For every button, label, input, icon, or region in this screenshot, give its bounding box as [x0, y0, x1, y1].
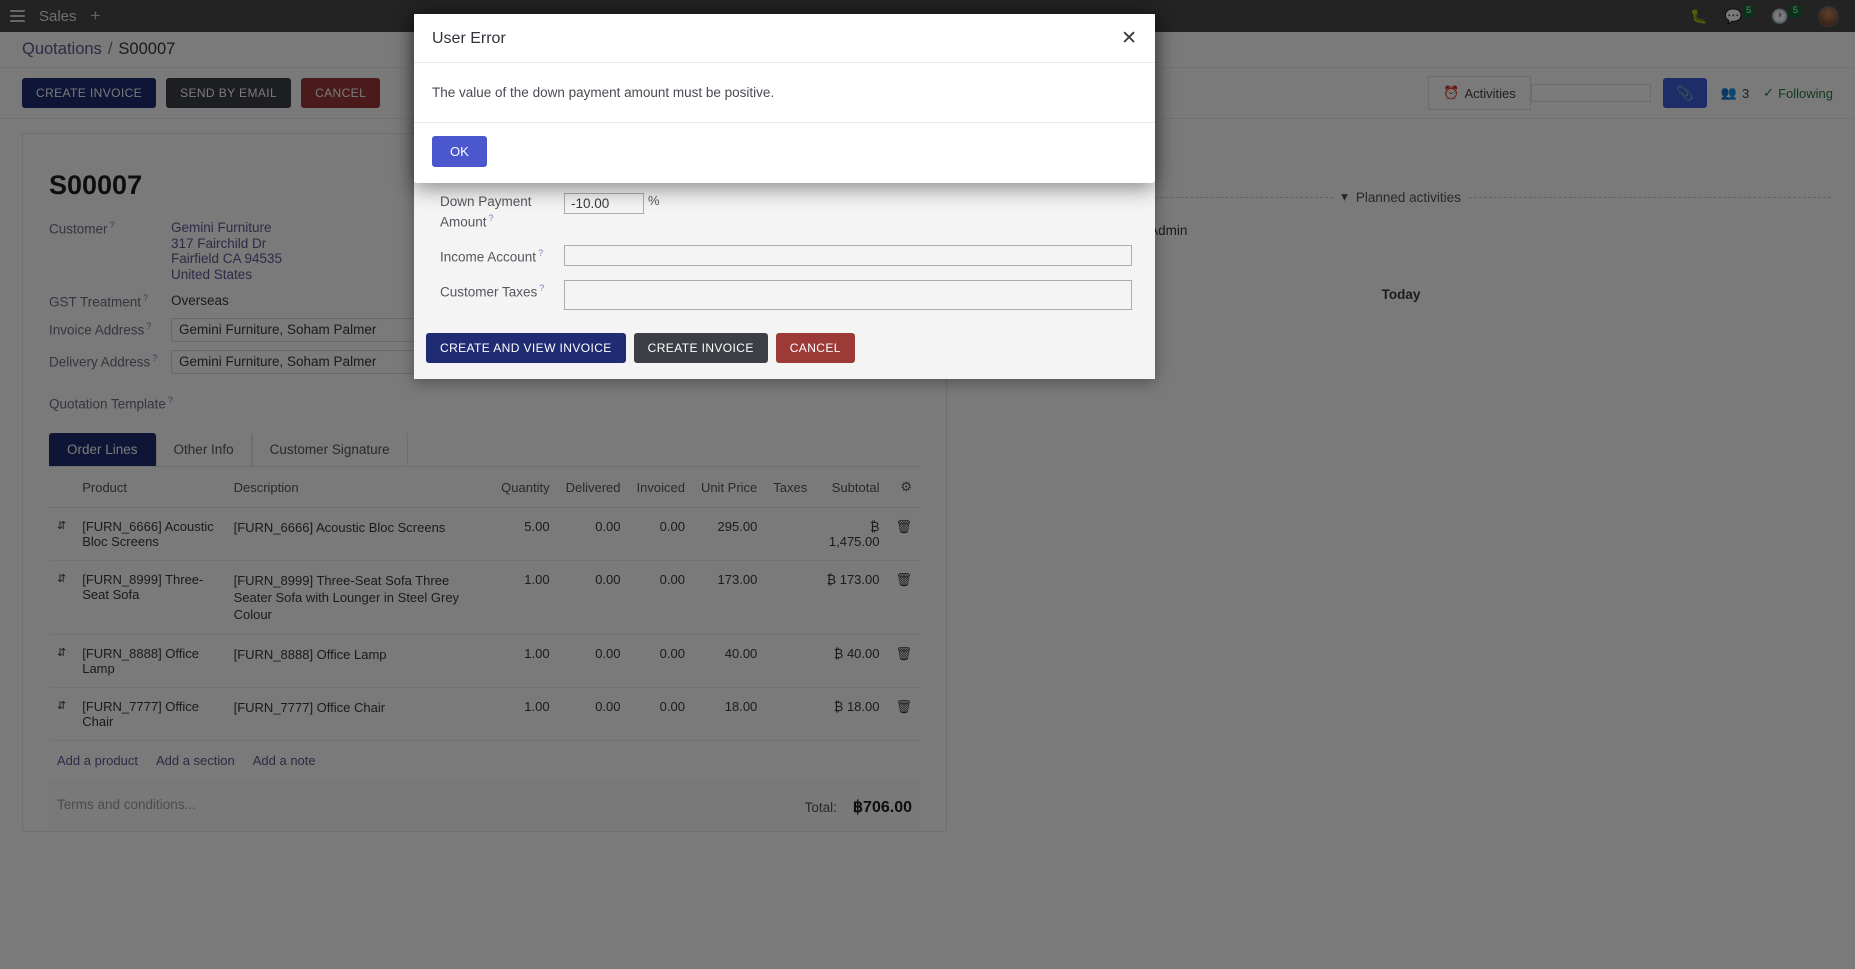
field-customer-taxes: Customer Taxes?: [414, 279, 1155, 310]
down-payment-amount-input[interactable]: -10.00: [564, 193, 644, 214]
percent-suffix: %: [648, 193, 660, 208]
ok-button[interactable]: OK: [432, 136, 487, 167]
dialog-message: The value of the down payment amount mus…: [414, 63, 1155, 123]
dialog-title: User Error: [432, 30, 506, 47]
field-down-payment-amount: Down Payment Amount? -10.00 %: [414, 193, 1155, 231]
customer-taxes-input[interactable]: [564, 279, 1132, 310]
wizard-cancel-button[interactable]: CANCEL: [775, 333, 855, 363]
field-label-down-payment-amount: Down Payment Amount?: [440, 194, 532, 230]
field-label-income-account: Income Account?: [440, 247, 544, 265]
income-account-input[interactable]: [564, 244, 1132, 266]
help-icon[interactable]: ?: [538, 247, 544, 258]
help-icon[interactable]: ?: [539, 282, 545, 293]
wizard-footer: CREATE AND VIEW INVOICE CREATE INVOICE C…: [414, 321, 1155, 379]
field-label-customer-taxes: Customer Taxes?: [440, 282, 545, 300]
help-icon[interactable]: ?: [488, 213, 494, 223]
field-income-account: Income Account?: [414, 244, 1155, 266]
user-error-dialog: User Error ✕ The value of the down payme…: [414, 14, 1155, 183]
dialog-footer: OK: [414, 123, 1155, 183]
dialog-header: User Error ✕: [414, 14, 1155, 63]
close-icon[interactable]: ✕: [1121, 28, 1137, 49]
create-and-view-invoice-button[interactable]: CREATE AND VIEW INVOICE: [426, 333, 626, 363]
wizard-create-invoice-button[interactable]: CREATE INVOICE: [633, 333, 768, 363]
